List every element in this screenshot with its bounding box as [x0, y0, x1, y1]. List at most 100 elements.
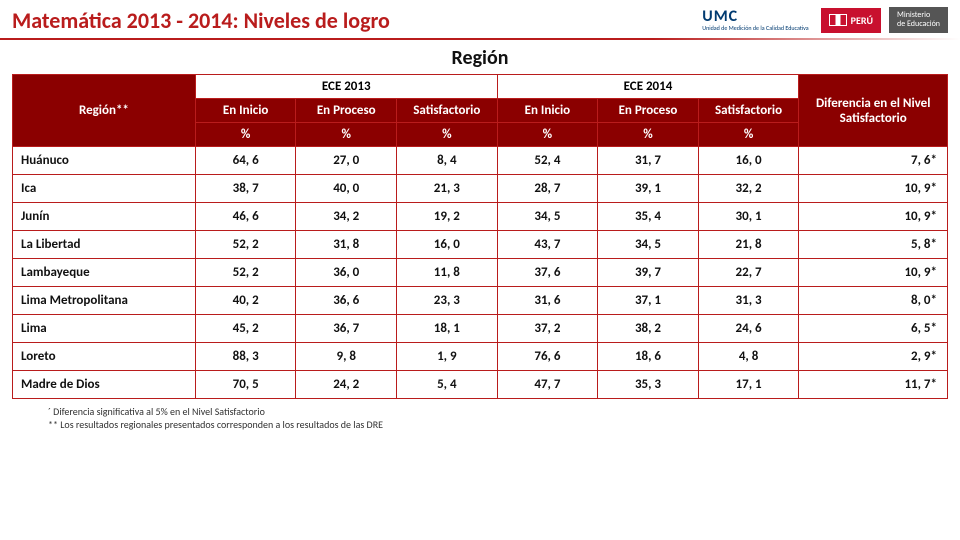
cell-p13: 40, 0: [296, 175, 397, 203]
table-wrap: Región** ECE 2013 ECE 2014 Diferencia en…: [0, 74, 960, 399]
pct-2: %: [296, 123, 397, 147]
header-logos: UMC Unidad de Medición de la Calidad Edu…: [698, 7, 948, 33]
cell-s13: 8, 4: [397, 147, 498, 175]
col-region: Región**: [13, 75, 196, 147]
pct-3: %: [397, 123, 498, 147]
cell-diff: 10, 9*: [799, 175, 948, 203]
col-proceso-13: En Proceso: [296, 99, 397, 123]
table-row: Lima45, 236, 718, 137, 238, 224, 66, 5*: [13, 315, 948, 343]
cell-p13: 34, 2: [296, 203, 397, 231]
cell-p14: 34, 5: [598, 231, 699, 259]
cell-s13: 11, 8: [397, 259, 498, 287]
cell-p13: 36, 7: [296, 315, 397, 343]
pct-5: %: [598, 123, 699, 147]
region-cell: Junín: [13, 203, 196, 231]
cell-s14: 22, 7: [698, 259, 799, 287]
cell-i13: 46, 6: [195, 203, 296, 231]
cell-diff: 2, 9*: [799, 343, 948, 371]
peru-badge: PERÚ: [821, 8, 881, 33]
cell-p13: 24, 2: [296, 371, 397, 399]
cell-p14: 35, 4: [598, 203, 699, 231]
cell-i14: 31, 6: [497, 287, 598, 315]
region-cell: Lima Metropolitana: [13, 287, 196, 315]
cell-s14: 4, 8: [698, 343, 799, 371]
top-header: Matemática 2013 - 2014: Niveles de logro…: [0, 0, 960, 40]
cell-diff: 6, 5*: [799, 315, 948, 343]
region-cell: Huánuco: [13, 147, 196, 175]
table-row: Ica38, 740, 021, 328, 739, 132, 210, 9*: [13, 175, 948, 203]
cell-s13: 21, 3: [397, 175, 498, 203]
cell-p14: 39, 7: [598, 259, 699, 287]
region-cell: Ica: [13, 175, 196, 203]
mined-line2: de Educación: [897, 20, 940, 29]
cell-s13: 5, 4: [397, 371, 498, 399]
cell-i13: 52, 2: [195, 231, 296, 259]
pct-4: %: [497, 123, 598, 147]
cell-i14: 37, 2: [497, 315, 598, 343]
cell-diff: 10, 9*: [799, 203, 948, 231]
cell-s14: 32, 2: [698, 175, 799, 203]
cell-s14: 24, 6: [698, 315, 799, 343]
table-body: Huánuco64, 627, 08, 452, 431, 716, 07, 6…: [13, 147, 948, 399]
cell-i13: 40, 2: [195, 287, 296, 315]
region-cell: Loreto: [13, 343, 196, 371]
footnotes: ´ Diferencia significativa al 5% en el N…: [0, 399, 960, 431]
cell-i14: 52, 4: [497, 147, 598, 175]
cell-i14: 76, 6: [497, 343, 598, 371]
cell-i13: 64, 6: [195, 147, 296, 175]
table-row: Huánuco64, 627, 08, 452, 431, 716, 07, 6…: [13, 147, 948, 175]
col-proceso-14: En Proceso: [598, 99, 699, 123]
cell-diff: 8, 0*: [799, 287, 948, 315]
cell-p14: 39, 1: [598, 175, 699, 203]
region-cell: Lima: [13, 315, 196, 343]
table-row: Lambayeque52, 236, 011, 837, 639, 722, 7…: [13, 259, 948, 287]
cell-p14: 31, 7: [598, 147, 699, 175]
umc-sub: Unidad de Medición de la Calidad Educati…: [702, 25, 808, 31]
pct-6: %: [698, 123, 799, 147]
cell-s14: 31, 3: [698, 287, 799, 315]
peru-flag-icon: [829, 14, 847, 26]
cell-i14: 34, 5: [497, 203, 598, 231]
col-inicio-14: En Inicio: [497, 99, 598, 123]
col-inicio-13: En Inicio: [195, 99, 296, 123]
cell-s14: 21, 8: [698, 231, 799, 259]
peru-label: PERÚ: [851, 14, 873, 27]
footnote-1: ´ Diferencia significativa al 5% en el N…: [48, 405, 912, 418]
table-row: Lima Metropolitana40, 236, 623, 331, 637…: [13, 287, 948, 315]
cell-diff: 7, 6*: [799, 147, 948, 175]
cell-i13: 52, 2: [195, 259, 296, 287]
cell-i14: 28, 7: [497, 175, 598, 203]
group-2014: ECE 2014: [497, 75, 799, 99]
cell-s13: 19, 2: [397, 203, 498, 231]
cell-p14: 37, 1: [598, 287, 699, 315]
col-satis-13: Satisfactorio: [397, 99, 498, 123]
cell-i14: 47, 7: [497, 371, 598, 399]
cell-p13: 36, 6: [296, 287, 397, 315]
cell-p13: 36, 0: [296, 259, 397, 287]
cell-s14: 17, 1: [698, 371, 799, 399]
cell-p13: 31, 8: [296, 231, 397, 259]
region-cell: Lambayeque: [13, 259, 196, 287]
group-2013: ECE 2013: [195, 75, 497, 99]
cell-i13: 70, 5: [195, 371, 296, 399]
cell-i13: 45, 2: [195, 315, 296, 343]
cell-s13: 1, 9: [397, 343, 498, 371]
cell-i14: 43, 7: [497, 231, 598, 259]
page-title: Matemática 2013 - 2014: Niveles de logro: [12, 7, 390, 34]
cell-p13: 27, 0: [296, 147, 397, 175]
region-cell: La Libertad: [13, 231, 196, 259]
cell-i13: 38, 7: [195, 175, 296, 203]
cell-diff: 5, 8*: [799, 231, 948, 259]
cell-s14: 16, 0: [698, 147, 799, 175]
table-row: Junín46, 634, 219, 234, 535, 430, 110, 9…: [13, 203, 948, 231]
cell-s13: 16, 0: [397, 231, 498, 259]
cell-diff: 10, 9*: [799, 259, 948, 287]
cell-i14: 37, 6: [497, 259, 598, 287]
table-row: Loreto88, 39, 81, 976, 618, 64, 82, 9*: [13, 343, 948, 371]
cell-p13: 9, 8: [296, 343, 397, 371]
col-diff: Diferencia en el Nivel Satisfactorio: [799, 75, 948, 147]
col-satis-14: Satisfactorio: [698, 99, 799, 123]
cell-s13: 18, 1: [397, 315, 498, 343]
cell-p14: 35, 3: [598, 371, 699, 399]
umc-label: UMC: [702, 9, 738, 25]
